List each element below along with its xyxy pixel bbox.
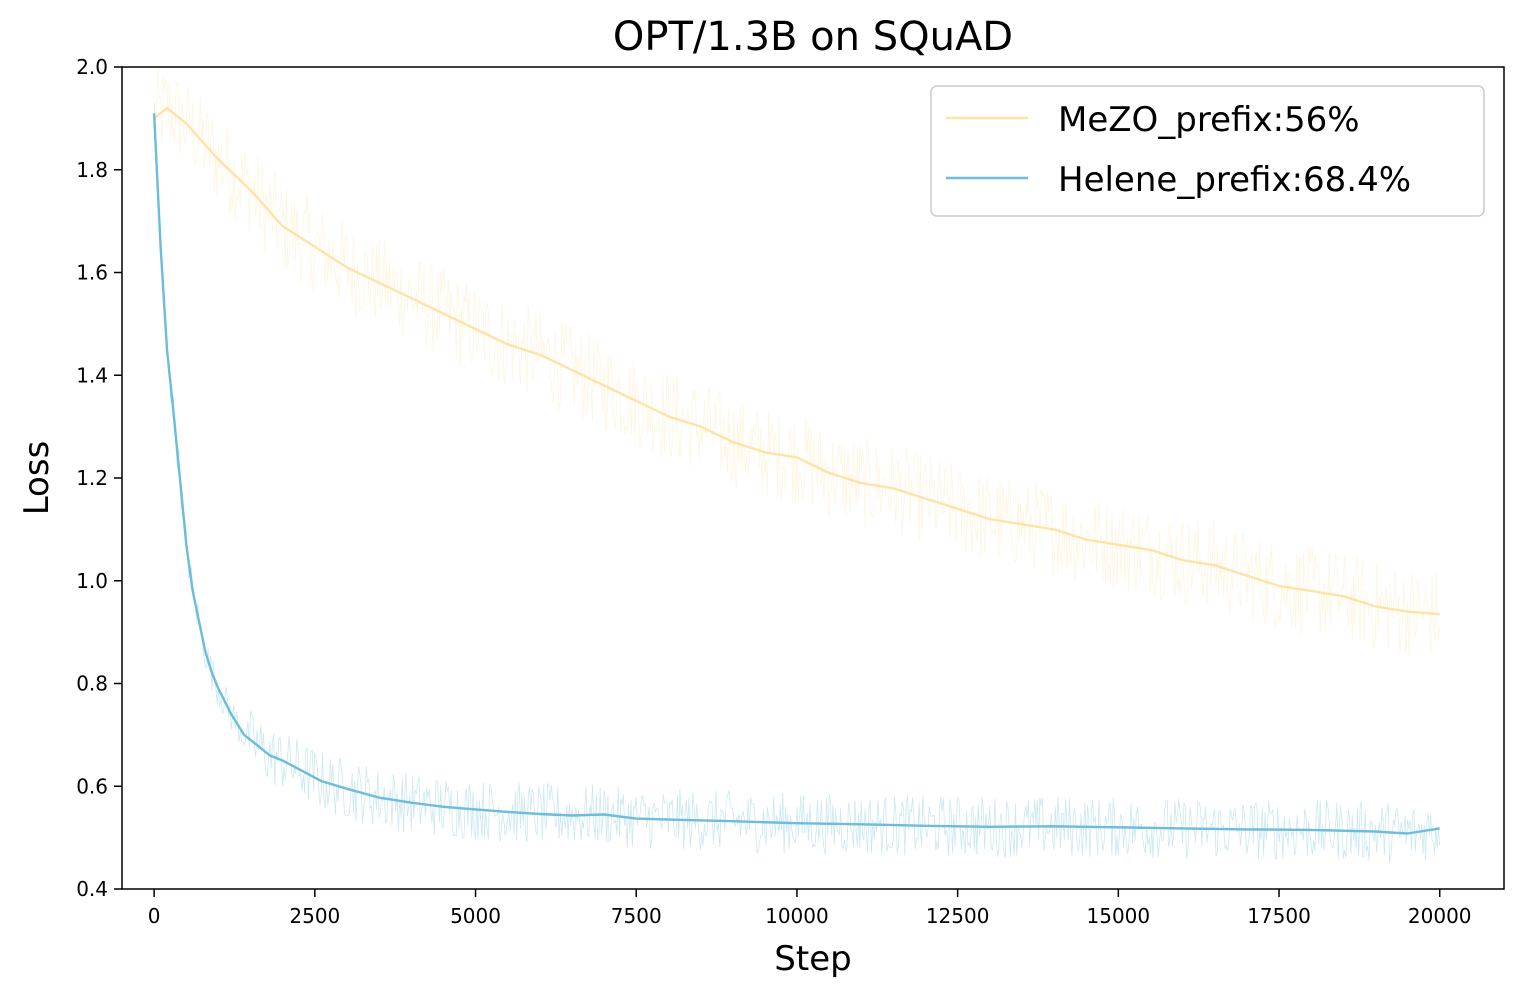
series-layer (152, 106, 1440, 835)
y-tick-label: 1.4 (76, 363, 108, 387)
x-axis-label: Step (774, 939, 851, 979)
x-tick-label: 10000 (765, 904, 829, 928)
y-tick-label: 1.2 (76, 466, 108, 490)
series-line-1 (152, 113, 1440, 835)
y-tick-label: 2.0 (76, 55, 108, 79)
series-noise-1 (153, 102, 1441, 864)
series-line-0 (153, 106, 1440, 616)
x-tick-label: 15000 (1087, 904, 1151, 928)
chart-title: OPT/1.3B on SQuAD (613, 14, 1013, 60)
legend: MeZO_prefix:56% Helene_prefix:68.4% (930, 85, 1485, 217)
x-axis-ticks: 0 2500 5000 7500 10000 12500 15000 17500 20000 (148, 889, 1472, 928)
y-tick-label: 1.6 (76, 261, 108, 285)
y-tick-label: 1.8 (76, 158, 108, 182)
x-tick-label: 20000 (1408, 904, 1472, 928)
x-tick-label: 17500 (1247, 904, 1311, 928)
legend-box (930, 85, 1485, 217)
x-tick-label: 0 (148, 904, 161, 928)
y-axis-ticks: 0.4 0.6 0.8 1.0 1.2 1.4 1.6 1.8 2.0 (76, 55, 122, 901)
legend-label-mezo: MeZO_prefix:56% (1058, 100, 1360, 140)
y-axis-label: Loss (17, 441, 57, 516)
y-tick-label: 1.0 (76, 569, 108, 593)
x-tick-label: 2500 (289, 904, 340, 928)
x-tick-label: 7500 (611, 904, 662, 928)
series-noise-0 (153, 69, 1441, 658)
legend-label-helene: Helene_prefix:68.4% (1058, 160, 1411, 200)
y-tick-label: 0.4 (76, 877, 108, 901)
noise-layer (153, 69, 1441, 864)
y-tick-label: 0.8 (76, 672, 108, 696)
x-tick-label: 5000 (450, 904, 501, 928)
x-tick-label: 12500 (926, 904, 990, 928)
y-tick-label: 0.6 (76, 774, 108, 798)
